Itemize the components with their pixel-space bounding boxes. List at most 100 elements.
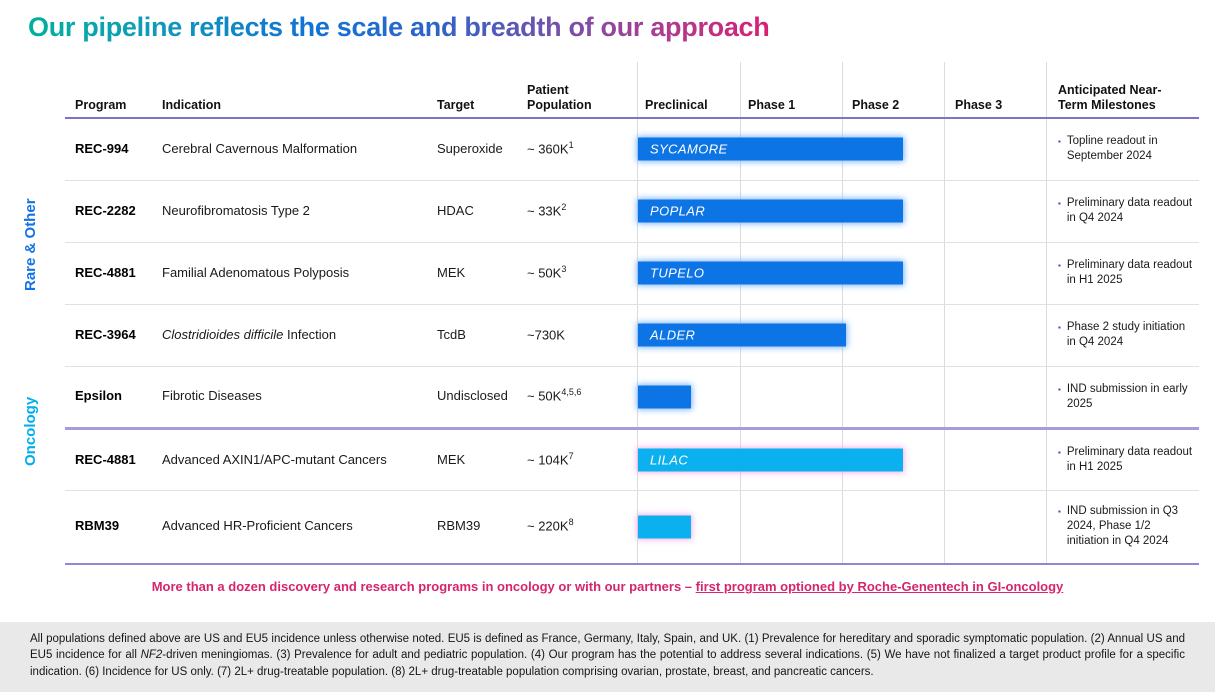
row-divider <box>65 242 1199 243</box>
indication-text: Familial Adenomatous Polyposis <box>162 264 350 280</box>
population-footnote-ref: 4,5,6 <box>561 387 582 398</box>
section-divider <box>65 427 1199 430</box>
population-value: ~ 104K <box>527 452 569 468</box>
milestone-cell: ▪ IND submission in Q3 2024, Phase 1/2 in… <box>1058 490 1194 563</box>
roche-genentech-link[interactable]: first program optioned by Roche-Genentec… <box>695 579 1064 594</box>
target: MEK <box>437 451 466 467</box>
gridline-phase3-end <box>1046 62 1047 564</box>
population-value: ~730K <box>527 327 565 343</box>
table-row: Epsilon Fibrotic Diseases Undisclosed ~ … <box>0 366 1215 427</box>
footnote-text: All populations defined above are US and… <box>0 622 1215 680</box>
indication-text: Neurofibromatosis Type 2 <box>162 202 310 218</box>
phase-progress-bar: ALDER <box>638 323 846 347</box>
indication-text: Cerebral Cavernous Malformation <box>162 140 358 156</box>
trial-name: TUPELO <box>650 265 705 281</box>
milestone-text: Preliminary data readout in Q4 2024 <box>1066 197 1193 224</box>
target: TcdB <box>437 326 466 342</box>
population-value: ~ 220K <box>527 518 569 534</box>
trial-name: LILAC <box>650 452 689 468</box>
patient-population: ~ 360K1 <box>527 118 632 180</box>
indication-text: Advanced HR-Proficient Cancers <box>162 518 353 534</box>
trial-name: POPLAR <box>650 203 706 219</box>
program-name: REC-4881 <box>75 451 136 467</box>
phase-progress-bar: SYCAMORE <box>638 137 903 161</box>
gridline-phase2-start <box>842 62 843 564</box>
footnote-bar: All populations defined above are US and… <box>0 622 1215 692</box>
indication-italic: Clostridioides difficile <box>162 326 284 342</box>
bullet-icon: ▪ <box>1058 323 1061 333</box>
population-value: ~ 50K <box>527 388 562 404</box>
bullet-icon: ▪ <box>1058 199 1061 209</box>
table-row: REC-4881 Advanced AXIN1/APC-mutant Cance… <box>0 430 1215 490</box>
footnote-part1: All populations defined above are US and… <box>30 633 1185 662</box>
target: HDAC <box>437 202 474 218</box>
col-header-phase2: Phase 2 <box>852 98 900 113</box>
col-header-patient-population: Patient Population <box>527 82 592 113</box>
milestone-cell: ▪ Preliminary data readout in Q4 2024 <box>1058 180 1194 242</box>
patient-population: ~ 50K3 <box>527 242 632 304</box>
indication-text: Fibrotic Diseases <box>162 388 262 404</box>
patient-population: ~ 33K2 <box>527 180 632 242</box>
col-header-phase1: Phase 1 <box>748 98 796 113</box>
population-footnote-ref: 2 <box>561 201 567 212</box>
program-name: REC-4881 <box>75 264 136 280</box>
gridline-phase3-start <box>944 62 945 564</box>
population-value: ~ 360K <box>527 141 569 157</box>
row-divider <box>65 366 1199 367</box>
table-row: REC-2282 Neurofibromatosis Type 2 HDAC ~… <box>0 180 1215 242</box>
bullet-icon: ▪ <box>1058 507 1061 517</box>
row-divider <box>65 490 1199 491</box>
milestone-text: Preliminary data readout in H1 2025 <box>1066 446 1193 473</box>
target: RBM39 <box>437 518 481 534</box>
phase-progress-bar: LILAC <box>638 448 903 472</box>
program-name: RBM39 <box>75 518 120 534</box>
population-value: ~ 33K <box>527 203 562 219</box>
row-divider <box>65 180 1199 181</box>
indication: Clostridioides difficile Infection <box>162 304 430 366</box>
col-header-phase3: Phase 3 <box>955 98 1003 113</box>
population-footnote-ref: 8 <box>568 517 574 528</box>
table-row: REC-3964 Clostridioides difficile Infect… <box>0 304 1215 366</box>
milestone-text: IND submission in Q3 2024, Phase 1/2 ini… <box>1066 505 1179 547</box>
milestone-text: Preliminary data readout in H1 2025 <box>1066 259 1193 286</box>
patient-population: ~ 104K7 <box>527 430 632 490</box>
program-name: REC-3964 <box>75 326 136 342</box>
gridline-phase1-start <box>740 62 741 564</box>
indication: Advanced AXIN1/APC-mutant Cancers <box>162 430 430 490</box>
col-header-target: Target <box>437 98 475 113</box>
table-row: REC-4881 Familial Adenomatous Polyposis … <box>0 242 1215 304</box>
bullet-icon: ▪ <box>1058 448 1061 458</box>
indication: Advanced HR-Proficient Cancers <box>162 490 430 563</box>
col-header-program: Program <box>75 98 127 113</box>
population-footnote-ref: 1 <box>568 139 574 150</box>
milestone-cell: ▪ Phase 2 study initiation in Q4 2024 <box>1058 304 1194 366</box>
milestone-cell: ▪ Topline readout in September 2024 <box>1058 118 1194 180</box>
table-row: REC-994 Cerebral Cavernous Malformation … <box>0 118 1215 180</box>
table-row: RBM39 Advanced HR-Proficient Cancers RBM… <box>0 490 1215 563</box>
milestone-text: Topline readout in September 2024 <box>1066 135 1158 162</box>
milestone-cell: ▪ IND submission in early 2025 <box>1058 366 1194 427</box>
phase-progress-bar <box>638 515 691 538</box>
callout-banner: More than a dozen discovery and research… <box>40 579 1175 594</box>
milestone-cell: ▪ Preliminary data readout in H1 2025 <box>1058 242 1194 304</box>
phase-progress-bar: POPLAR <box>638 199 903 223</box>
footnote-part2: -driven meningiomas. (3) Prevalence for … <box>30 649 1185 678</box>
indication: Cerebral Cavernous Malformation <box>162 118 430 180</box>
trial-name: SYCAMORE <box>650 141 728 157</box>
row-divider <box>65 304 1199 305</box>
indication: Familial Adenomatous Polyposis <box>162 242 430 304</box>
population-footnote-ref: 3 <box>561 263 567 274</box>
patient-population: ~ 50K4,5,6 <box>527 366 632 427</box>
indication-text: Infection <box>283 326 337 342</box>
callout-text: More than a dozen discovery and research… <box>151 579 696 594</box>
patient-population: ~ 220K8 <box>527 490 632 563</box>
page-title: Our pipeline reflects the scale and brea… <box>28 12 770 42</box>
population-footnote-ref: 7 <box>568 450 574 461</box>
milestone-cell: ▪ Preliminary data readout in H1 2025 <box>1058 430 1194 490</box>
bullet-icon: ▪ <box>1058 137 1061 147</box>
table-bottom-border <box>65 563 1199 565</box>
trial-name: ALDER <box>650 327 696 343</box>
target: MEK <box>437 264 466 280</box>
patient-population: ~730K <box>527 304 632 366</box>
